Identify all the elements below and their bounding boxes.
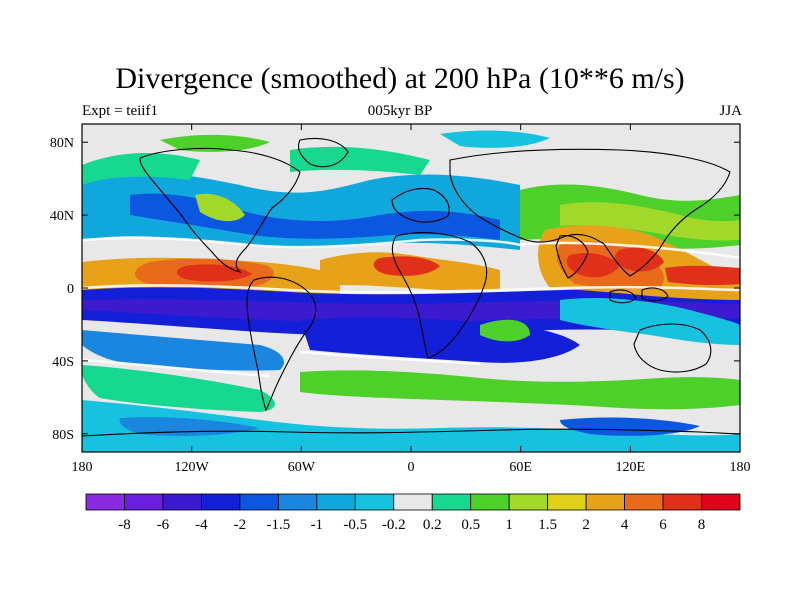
lat-tick-label: 40S	[52, 355, 74, 370]
colorbar-swatch	[662, 493, 702, 511]
colorbar-swatch	[701, 493, 741, 511]
coastlines	[82, 137, 740, 437]
colorbar-label: -0.2	[382, 517, 406, 533]
lon-tick-label: 60W	[288, 460, 316, 475]
colorbar-swatch	[316, 493, 356, 511]
lat-tick-label: 0	[67, 282, 74, 297]
colorbar-swatch	[239, 493, 279, 511]
lon-tick-label: 0	[408, 460, 415, 475]
colorbar-swatch	[162, 493, 202, 511]
lon-tick-label: 180	[72, 460, 93, 475]
map-title: Divergence (smoothed) at 200 hPa (10**6 …	[115, 62, 685, 95]
colorbar-label: 2	[582, 517, 590, 533]
lon-tick-label: 60E	[509, 460, 532, 475]
colorbar-swatch	[508, 493, 549, 511]
colorbar-label: -8	[118, 517, 131, 533]
time-label: 005kyr BP	[367, 103, 433, 119]
latitude-axis: 80N 40N 0 40S 80S	[50, 136, 740, 443]
colorbar-swatch	[277, 493, 318, 511]
season-label: JJA	[719, 103, 742, 119]
lon-tick-label: 120E	[616, 460, 646, 475]
colorbar-label: -2	[234, 517, 247, 533]
colorbar-swatch	[624, 493, 664, 511]
colorbar: -8 -6 -4 -2 -1.5 -1 -0.5 -0.2 0.2 0.5 1 1.5 2 4 6 8	[85, 493, 741, 533]
colorbar-label: -4	[195, 517, 208, 533]
colorbar-swatch	[585, 493, 625, 511]
colorbar-swatch	[393, 493, 433, 511]
contour-field	[82, 124, 740, 452]
colorbar-swatch	[431, 493, 472, 511]
colorbar-swatch	[354, 493, 395, 511]
colorbar-label: 1	[505, 517, 513, 533]
experiment-label: Expt = teiif1	[82, 103, 158, 119]
colorbar-swatch	[124, 493, 164, 511]
colorbar-label: -1	[311, 517, 324, 533]
lat-tick-label: 80N	[50, 136, 74, 151]
colorbar-swatch	[201, 493, 241, 511]
colorbar-label: -0.5	[343, 517, 367, 533]
colorbar-label: 4	[621, 517, 629, 533]
longitude-axis: 180 120W 60W 0 60E 120E 180	[72, 124, 751, 475]
colorbar-label: 0.5	[461, 517, 480, 533]
lon-tick-label: 120W	[175, 460, 210, 475]
colorbar-label: 0.2	[423, 517, 442, 533]
colorbar-label: -6	[157, 517, 170, 533]
colorbar-label: 6	[659, 517, 667, 533]
lat-tick-label: 40N	[50, 209, 74, 224]
colorbar-label: -1.5	[266, 517, 290, 533]
lon-tick-label: 180	[730, 460, 751, 475]
colorbar-label: 1.5	[538, 517, 557, 533]
colorbar-swatch	[470, 493, 510, 511]
colorbar-swatch	[547, 493, 587, 511]
lat-tick-label: 80S	[52, 428, 74, 443]
colorbar-label: 8	[698, 517, 706, 533]
colorbar-swatch	[85, 493, 125, 511]
